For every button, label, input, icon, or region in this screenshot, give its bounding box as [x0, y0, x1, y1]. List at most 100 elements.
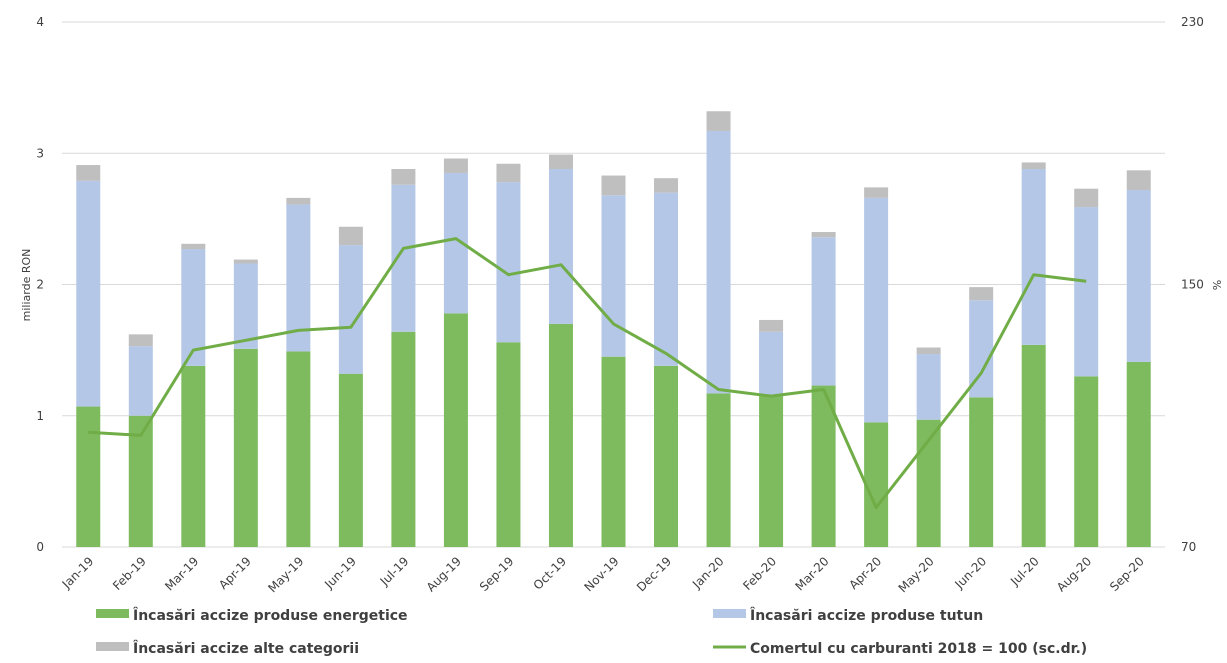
- bar-1: [391, 184, 416, 332]
- x-tick-label: Jan-19: [59, 554, 97, 592]
- x-tick-label: Nov-19: [582, 554, 622, 594]
- bar-0: [706, 393, 731, 547]
- bar-2: [811, 232, 836, 238]
- x-tick-label: Mar-20: [792, 554, 831, 593]
- legend-label: Încasări accize produse tutun: [750, 607, 983, 624]
- bar-0: [1126, 361, 1151, 547]
- legend-swatch: [96, 642, 129, 651]
- x-tick-label: Mar-19: [162, 554, 201, 593]
- x-tick-label: Jul-20: [1007, 554, 1042, 589]
- x-tick-label: Feb-20: [740, 554, 779, 593]
- x-tick-label: Feb-19: [110, 554, 149, 593]
- bar-0: [1021, 344, 1046, 547]
- bar-2: [706, 111, 731, 131]
- x-tick-label: Aug-19: [424, 554, 464, 594]
- line-series-path: [88, 237, 1087, 510]
- bar-2: [338, 226, 363, 246]
- bar-1: [654, 192, 679, 366]
- y2-tick-label: 230: [1181, 15, 1204, 29]
- bar-0: [286, 351, 311, 547]
- bar-2: [181, 243, 206, 250]
- bar-1: [811, 237, 836, 386]
- right-axis-ticks: 70 150 230: [1181, 15, 1204, 554]
- y-axis-label: miliarde RON: [20, 249, 33, 322]
- bar-2: [391, 169, 416, 185]
- y-tick-label: 4: [36, 15, 44, 29]
- x-tick-label: Jun-20: [952, 554, 990, 592]
- bar-1: [1021, 169, 1046, 345]
- bar-2: [1021, 162, 1046, 169]
- bar-2: [233, 259, 258, 264]
- bar-2: [443, 158, 468, 173]
- bar-2: [128, 334, 153, 347]
- left-axis-ticks: 0 1 2 3 4: [36, 15, 44, 554]
- x-tick-label: May-20: [896, 554, 937, 595]
- x-tick-label: Oct-19: [531, 554, 569, 592]
- bar-1: [916, 354, 941, 420]
- bar-0: [181, 365, 206, 547]
- bar-1: [286, 204, 311, 352]
- bar-1: [181, 249, 206, 366]
- x-tick-label: Apr-19: [216, 554, 254, 592]
- bar-0: [443, 313, 468, 547]
- x-tick-label: Jan-20: [689, 554, 727, 592]
- x-tick-label: Jun-19: [321, 554, 359, 592]
- bar-1: [1074, 207, 1099, 377]
- bar-1: [759, 331, 784, 397]
- bar-1: [548, 169, 573, 324]
- bar-0: [233, 348, 258, 547]
- y-tick-label: 3: [36, 146, 44, 160]
- bar-0: [128, 415, 153, 547]
- bar-1: [601, 195, 626, 357]
- bar-0: [864, 422, 889, 547]
- x-tick-label: Aug-20: [1054, 554, 1094, 594]
- y-tick-label: 1: [36, 409, 44, 423]
- bar-2: [1074, 188, 1099, 208]
- bar-2: [286, 197, 311, 205]
- bar-2: [969, 287, 994, 301]
- x-axis-ticks: Jan-19 Feb-19 Mar-19 Apr-19 May-19 Jun-19 Jul-…: [59, 554, 1147, 595]
- y2-tick-label: 70: [1181, 540, 1196, 554]
- y-tick-label: 0: [36, 540, 44, 554]
- x-tick-label: Sep-19: [477, 554, 517, 594]
- y2-axis-label: %: [1210, 280, 1223, 290]
- bars: [76, 111, 1151, 547]
- bar-2: [548, 154, 573, 169]
- bar-1: [128, 346, 153, 416]
- legend-label: Comertul cu carburanti 2018 = 100 (sc.dr…: [750, 641, 1087, 657]
- bar-1: [496, 182, 521, 343]
- bar-0: [601, 356, 626, 547]
- bar-0: [969, 397, 994, 547]
- x-tick-label: May-19: [265, 554, 306, 595]
- bar-0: [654, 365, 679, 547]
- bar-1: [864, 197, 889, 423]
- legend-label: Încasări accize alte categorii: [133, 640, 359, 657]
- bar-2: [601, 175, 626, 196]
- x-tick-label: Apr-20: [846, 554, 884, 592]
- y-tick-label: 2: [36, 278, 44, 292]
- legend: Încasări accize produse energetice Încasă…: [96, 607, 1087, 657]
- bar-1: [338, 245, 363, 374]
- legend-label: Încasări accize produse energetice: [133, 607, 408, 624]
- bar-0: [76, 406, 101, 547]
- bar-2: [1126, 170, 1151, 190]
- bar-2: [916, 347, 941, 355]
- x-tick-label: Dec-19: [634, 554, 674, 594]
- bar-2: [76, 165, 101, 181]
- bar-2: [864, 187, 889, 198]
- bar-1: [76, 180, 101, 407]
- bar-1: [233, 263, 258, 349]
- bar-1: [706, 130, 731, 394]
- bar-0: [1074, 376, 1099, 547]
- y2-tick-label: 150: [1181, 278, 1204, 292]
- bar-0: [759, 396, 784, 547]
- x-tick-label: Jul-19: [377, 554, 412, 589]
- x-tick-label: Sep-20: [1107, 554, 1147, 594]
- bar-2: [496, 163, 521, 183]
- bar-1: [1126, 190, 1151, 362]
- bar-2: [654, 178, 679, 193]
- bar-0: [496, 342, 521, 547]
- bar-0: [548, 323, 573, 547]
- bar-0: [338, 373, 363, 547]
